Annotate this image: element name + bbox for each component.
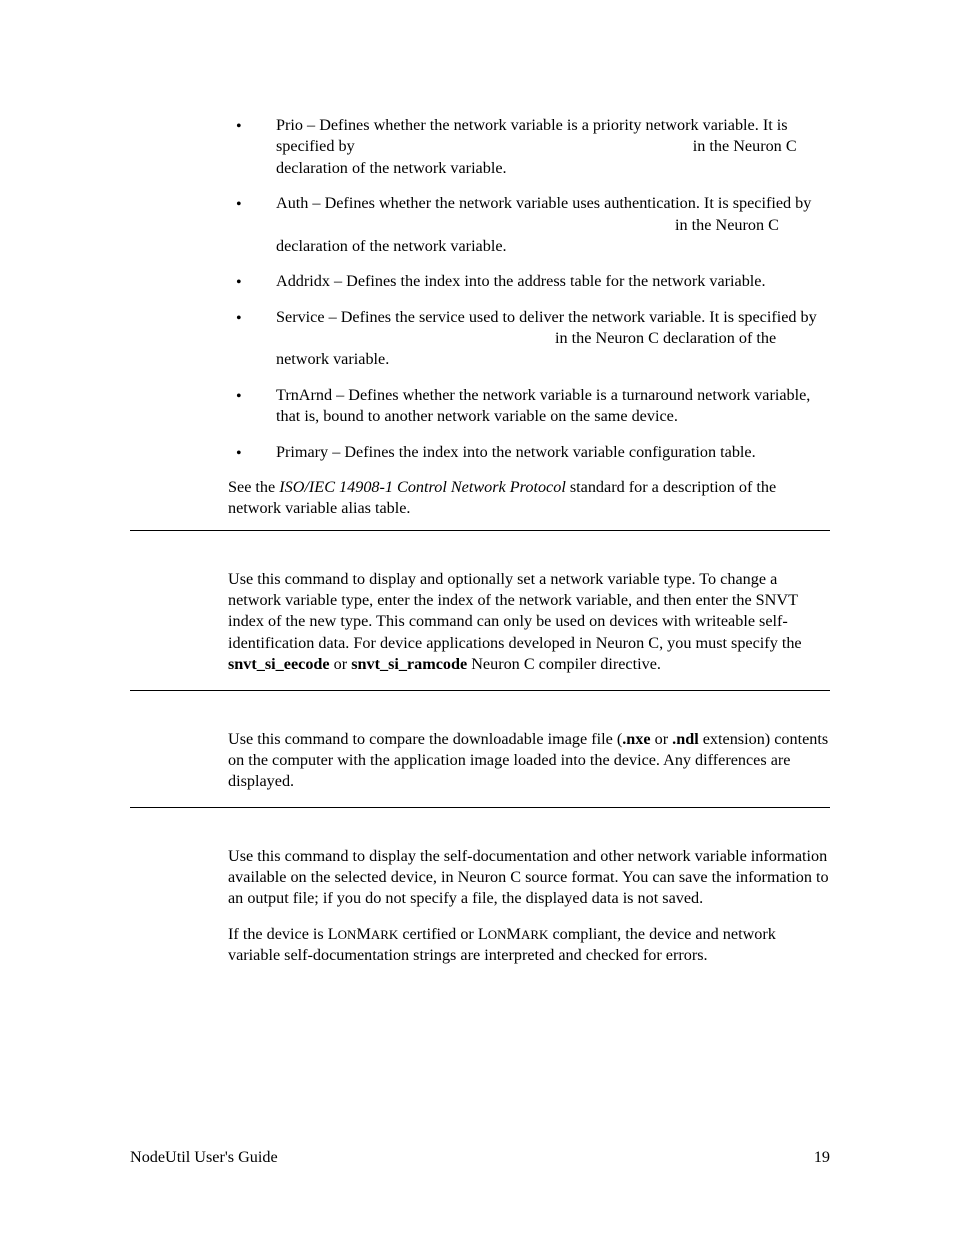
- bullet-text: TrnArnd – Defines whether the network va…: [276, 386, 810, 425]
- bullet-text: Primary – Defines the index into the net…: [276, 443, 756, 461]
- bullet-icon: •: [236, 443, 242, 464]
- see-paragraph: See the ISO/IEC 14908-1 Control Network …: [228, 477, 830, 520]
- bullet-list-block: • Prio – Defines whether the network var…: [228, 115, 830, 463]
- bullet-text: Service – Defines the service used to de…: [276, 308, 817, 369]
- list-item: • Addridx – Defines the index into the a…: [228, 271, 830, 292]
- section-1: Use this command to display and optional…: [228, 569, 830, 676]
- footer-title: NodeUtil User's Guide: [130, 1148, 278, 1167]
- list-item: • Service – Defines the service used to …: [228, 307, 830, 371]
- bullet-text: Prio – Defines whether the network varia…: [276, 116, 797, 177]
- bullet-icon: •: [236, 194, 242, 215]
- section-1-text: Use this command to display and optional…: [228, 569, 830, 676]
- bullet-text: Addridx – Defines the index into the add…: [276, 272, 766, 290]
- section-2: Use this command to compare the download…: [228, 729, 830, 793]
- section-2-text: Use this command to compare the download…: [228, 729, 830, 793]
- page-number: 19: [814, 1148, 830, 1167]
- list-item: • TrnArnd – Defines whether the network …: [228, 385, 830, 428]
- bullet-icon: •: [236, 386, 242, 407]
- list-item: • Primary – Defines the index into the n…: [228, 442, 830, 463]
- section-3: Use this command to display the self-doc…: [228, 846, 830, 967]
- bullet-list: • Prio – Defines whether the network var…: [228, 115, 830, 463]
- section-3-p1: Use this command to display the self-doc…: [228, 846, 830, 910]
- section-3-p2: If the device is LONMARK certified or LO…: [228, 924, 830, 967]
- see-paragraph-block: See the ISO/IEC 14908-1 Control Network …: [228, 477, 830, 520]
- bullet-icon: •: [236, 308, 242, 329]
- page-footer: NodeUtil User's Guide 19: [130, 1148, 830, 1167]
- list-item: • Prio – Defines whether the network var…: [228, 115, 830, 179]
- list-item: • Auth – Defines whether the network var…: [228, 193, 830, 257]
- bullet-icon: •: [236, 116, 242, 137]
- bullet-text: Auth – Defines whether the network varia…: [276, 194, 811, 255]
- bullet-icon: •: [236, 272, 242, 293]
- page-body: • Prio – Defines whether the network var…: [130, 115, 830, 981]
